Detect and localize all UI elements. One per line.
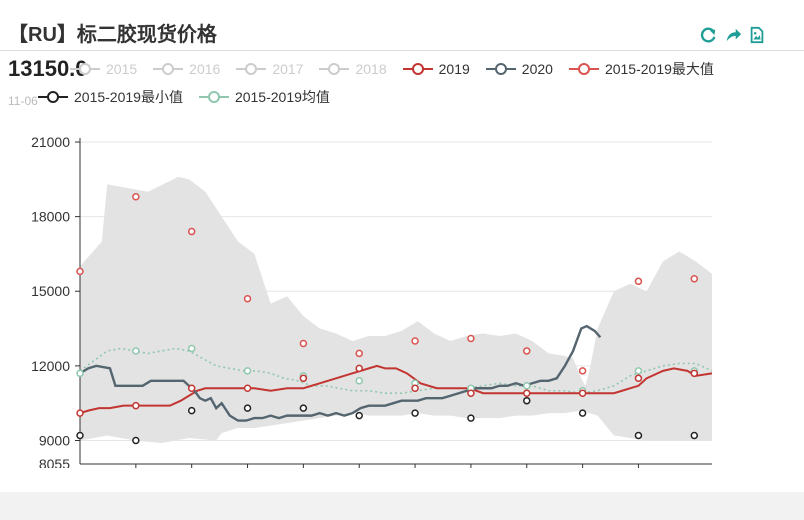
legend: 2015 2016 2017 2018 2019 2020 2015-2019最大值 201… (38, 55, 770, 111)
max-point (187, 227, 196, 236)
legend-label: 2017 (272, 61, 304, 77)
series-2019-point (243, 384, 252, 393)
legend-marker-icon (402, 63, 433, 75)
min-point (578, 409, 587, 417)
y-min-label: 8055 (39, 456, 70, 468)
series-2019-point (690, 369, 699, 378)
min-point (523, 396, 531, 405)
legend-label: 2015 (106, 61, 138, 77)
range-band-area (80, 176, 712, 443)
max-point (243, 294, 252, 303)
min-point (467, 414, 475, 422)
min-point (355, 411, 363, 420)
legend-row: 2015 2016 2017 2018 2019 2020 2015-2019最大值 (70, 55, 770, 83)
legend-label: 2015-2019均值 (234, 89, 330, 105)
series-2019-point (132, 401, 140, 410)
avg-point (523, 382, 531, 390)
legend-item[interactable]: 2018 (319, 61, 387, 77)
series-2019-point (76, 409, 84, 417)
legend-marker-icon (198, 91, 229, 103)
min-point (690, 431, 699, 440)
series-2019-point (411, 384, 419, 393)
series-2019-point (578, 389, 587, 397)
max-point (467, 334, 475, 343)
chart-title: 【RU】标二胶现货价格 (8, 24, 217, 46)
series-2019-point (187, 384, 196, 393)
min-point (132, 436, 140, 445)
max-point (578, 367, 587, 375)
legend-marker-icon (568, 63, 599, 75)
line-chart: 900012000150001800021000805502-0303-0704… (31, 134, 713, 468)
legend-row: 2015-2019最小值 2015-2019均值 (38, 83, 770, 111)
legend-marker-icon (485, 63, 516, 75)
avg-point (355, 377, 363, 385)
avg-point (132, 347, 140, 355)
max-point (76, 267, 84, 276)
legend-marker-icon (236, 63, 267, 75)
max-point (355, 349, 363, 358)
legend-item[interactable]: 2015-2019最小值 (38, 87, 183, 107)
y-tick-label: 18000 (31, 209, 70, 225)
y-tick-label: 15000 (31, 283, 70, 299)
series-2019-point (523, 389, 531, 397)
legend-label: 2019 (438, 61, 470, 77)
legend-label: 2015-2019最小值 (74, 89, 183, 105)
legend-item[interactable]: 2015-2019最大值 (568, 59, 714, 79)
min-point (634, 431, 643, 440)
share-icon[interactable] (724, 26, 742, 44)
toolbox (700, 26, 766, 44)
max-point (132, 192, 140, 201)
legend-label: 2015-2019最大值 (604, 61, 714, 77)
legend-item[interactable]: 2019 (402, 61, 470, 77)
series-2019-point (355, 364, 363, 373)
min-point (299, 404, 308, 412)
footer-band (0, 492, 804, 520)
avg-point (634, 367, 643, 375)
header-divider (0, 50, 804, 51)
min-point (411, 409, 419, 417)
y-tick-label: 21000 (31, 134, 70, 150)
max-point (411, 337, 419, 345)
legend-label: 2020 (521, 61, 553, 77)
save-image-icon[interactable] (748, 26, 766, 44)
legend-marker-icon (70, 63, 100, 75)
min-point (187, 406, 196, 415)
max-point (299, 339, 308, 348)
series-2019-line (79, 364, 713, 415)
legend-item[interactable]: 2017 (236, 61, 303, 77)
legend-item[interactable]: 2015 (70, 61, 137, 77)
max-point (634, 277, 643, 286)
refresh-icon[interactable] (700, 26, 718, 44)
current-date: 11-06 (8, 94, 38, 108)
max-point (523, 347, 531, 355)
max-point (690, 275, 699, 283)
min-point (243, 404, 252, 412)
avg-point (243, 367, 252, 375)
legend-label: 2016 (189, 61, 221, 77)
legend-item[interactable]: 2015-2019均值 (198, 87, 330, 107)
y-tick-label: 9000 (39, 432, 70, 448)
series-2019-point (634, 374, 643, 383)
series-2019-point (299, 374, 308, 383)
legend-item[interactable]: 2016 (153, 61, 220, 77)
legend-marker-icon (319, 63, 350, 75)
y-tick-label: 12000 (31, 358, 70, 374)
avg-point (187, 344, 196, 353)
avg-point (76, 369, 84, 378)
legend-item[interactable]: 2020 (485, 61, 553, 77)
legend-marker-icon (153, 63, 184, 75)
legend-marker-icon (38, 91, 68, 103)
series-2019-point (467, 389, 475, 397)
min-point (76, 431, 84, 440)
legend-label: 2018 (355, 61, 387, 77)
